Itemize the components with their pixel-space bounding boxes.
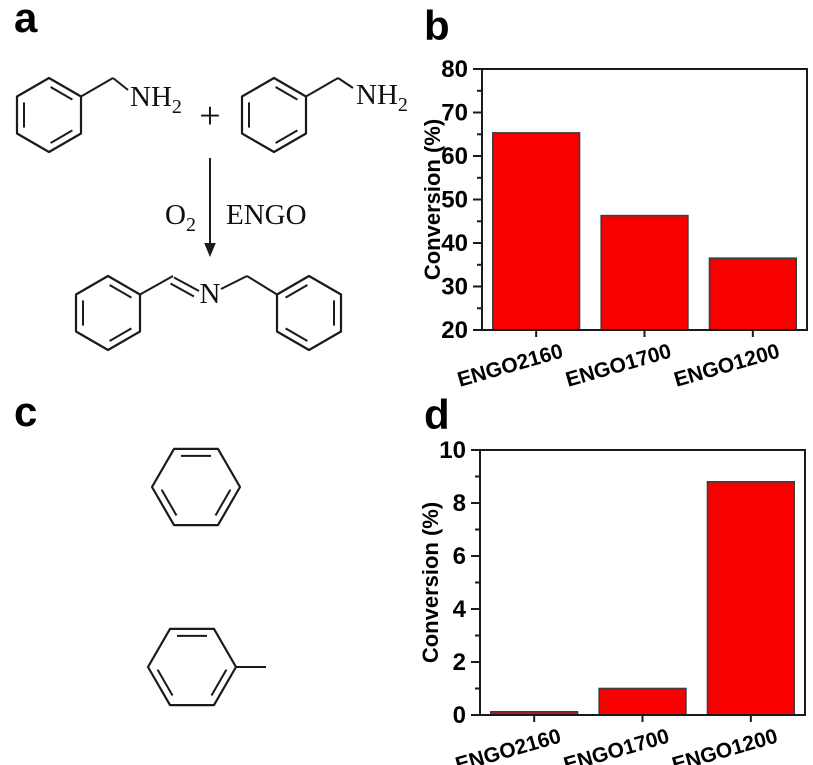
- y-tick-label: 60: [441, 143, 468, 170]
- benzene-ring: [150, 447, 242, 527]
- x-tick-label: ENGO1700: [563, 340, 674, 392]
- double-bond-inner-line: [275, 129, 298, 144]
- y-tick-label: 6: [453, 543, 466, 570]
- bar-ENGO1700: [600, 214, 689, 331]
- scheme-a-bonds: [80, 77, 354, 298]
- amine1-label: NH2: [130, 81, 182, 118]
- bond-line: [246, 275, 278, 296]
- panel-label-d: d: [424, 391, 450, 438]
- y-tick-label: 4: [453, 596, 467, 623]
- oxidant-label: O2: [165, 199, 196, 236]
- double-bond-inner-line: [50, 129, 73, 144]
- reaction-arrow-head: [204, 243, 216, 257]
- double-bond-inner-line: [285, 327, 308, 342]
- y-tick-label: 2: [453, 649, 466, 676]
- double-bond-inner-line: [109, 284, 132, 299]
- x-tick-label: ENGO1200: [669, 725, 780, 765]
- double-bond-inner-line: [109, 327, 132, 342]
- y-tick-label: 50: [441, 187, 468, 214]
- double-bond-inner-line: [160, 489, 178, 516]
- catalyst-label-a: ENGO: [226, 199, 307, 231]
- bond-line: [305, 77, 339, 98]
- benzene-ring: [240, 76, 308, 154]
- bond-line: [112, 77, 129, 91]
- bond-line: [337, 77, 354, 89]
- y-tick-label: 40: [441, 230, 468, 257]
- double-bond-inner-line: [275, 86, 298, 101]
- double-bond-inner-line: [156, 669, 174, 696]
- double-bond-inner-line: [285, 284, 308, 299]
- y-tick-label: 70: [441, 100, 468, 127]
- y-tick-label: 80: [441, 56, 468, 83]
- x-tick-label: ENGO1200: [671, 340, 782, 392]
- amine2-label: NH2: [356, 79, 408, 116]
- panel-label-b: b: [424, 2, 450, 49]
- imine-nitrogen-label: N: [200, 278, 221, 310]
- panel-label-a: a: [14, 0, 38, 41]
- bond-line: [220, 275, 248, 290]
- y-tick-label: 8: [453, 490, 466, 517]
- bar-ENGO1700: [598, 687, 687, 716]
- bar-ENGO2160: [492, 132, 581, 331]
- plus-sign: +: [199, 95, 220, 137]
- panel-label-c: c: [14, 388, 38, 435]
- y-tick-label: 0: [453, 702, 466, 729]
- bond-line: [80, 77, 114, 98]
- y-axis-title: Conversion (%): [420, 119, 445, 280]
- bond-line: [173, 276, 200, 292]
- double-bond-inner-line: [210, 669, 228, 696]
- benzene-ring: [146, 627, 238, 707]
- x-tick-label: ENGO2160: [455, 340, 566, 392]
- bond-line: [170, 282, 195, 298]
- scheme-a-svg: NH2 + NH2 O2 ENGO N: [15, 76, 408, 352]
- scheme-c-rings: [146, 447, 242, 707]
- y-tick-label: 10: [439, 437, 466, 464]
- y-tick-label: 20: [441, 317, 468, 344]
- bar-ENGO1200: [706, 481, 795, 716]
- bond-line: [139, 275, 174, 296]
- double-bond-inner-line: [214, 489, 232, 516]
- y-axis-title: Conversion (%): [418, 502, 443, 663]
- bar-ENGO1200: [708, 257, 797, 331]
- x-tick-label: ENGO1700: [561, 725, 672, 765]
- double-bond-inner-line: [50, 86, 73, 101]
- benzene-ring: [275, 274, 343, 352]
- x-tick-label: ENGO2160: [453, 725, 564, 765]
- benzene-ring: [74, 274, 142, 352]
- benzene-ring: [15, 76, 83, 154]
- y-tick-label: 30: [441, 274, 468, 301]
